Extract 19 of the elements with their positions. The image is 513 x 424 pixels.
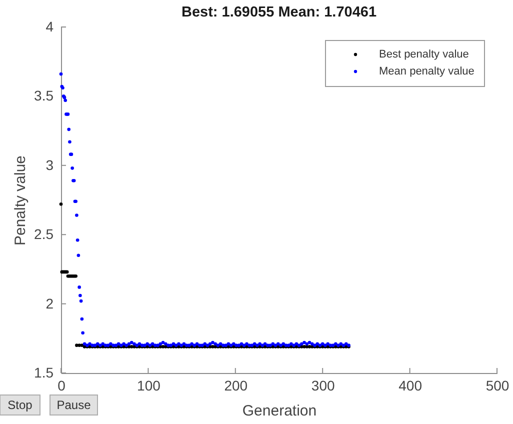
y-tick-label: 3.5 [34, 88, 54, 104]
x-tick-label: 300 [311, 378, 335, 394]
y-axis-title: Penalty value [12, 155, 30, 246]
text: Stop [8, 398, 33, 412]
chart-title: Best: 1.69055 Mean: 1.70461 [181, 4, 377, 20]
x-tick-label: 200 [224, 378, 248, 394]
x-tick-label: 0 [58, 378, 66, 394]
x-axis-title: Generation [242, 402, 317, 420]
legend-label: Mean penalty value [379, 66, 474, 78]
y-tick-label: 2 [46, 295, 54, 312]
y-tick-label: 3 [46, 156, 54, 173]
y-tick-label: 2.5 [34, 226, 54, 242]
x-tick-label: 400 [398, 378, 422, 394]
text: Pause [56, 398, 92, 412]
x-tick-label: 500 [486, 378, 510, 394]
legend-label: Best penalty value [379, 48, 469, 60]
x-tick-label: 100 [137, 378, 161, 394]
y-tick-label: 1.5 [34, 364, 54, 380]
y-tick-label: 4 [46, 18, 54, 34]
